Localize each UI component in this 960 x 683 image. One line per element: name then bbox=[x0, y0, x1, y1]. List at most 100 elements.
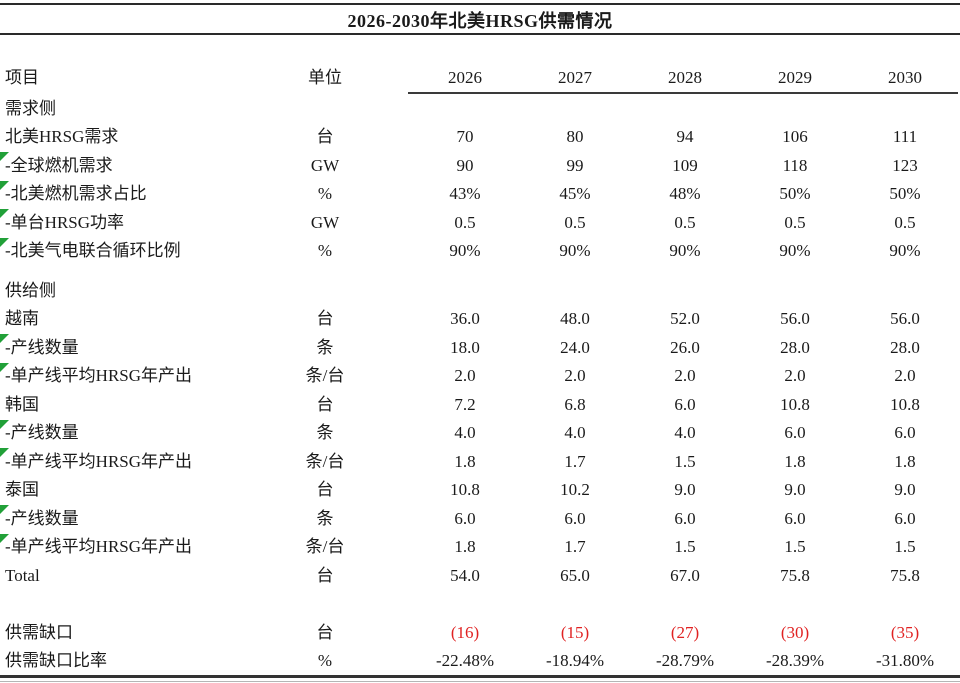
cell-value-2029: 6.0 bbox=[784, 508, 806, 528]
row-unit: GW bbox=[310, 155, 340, 175]
cell-value-2029: 10.8 bbox=[780, 394, 810, 414]
row-label: 韩国 bbox=[5, 394, 39, 414]
cell-value-2026: -22.48% bbox=[435, 651, 495, 671]
row-label: 泰国 bbox=[5, 480, 39, 500]
cell-value-2029: 6.0 bbox=[784, 423, 806, 443]
year-columns-underline-rule bbox=[408, 92, 958, 94]
row-unit: 台 bbox=[316, 127, 334, 147]
col-header-year-2028: 2028 bbox=[668, 67, 702, 87]
bottom-rule bbox=[0, 675, 960, 678]
cell-value-2027: (15) bbox=[560, 622, 590, 642]
cell-value-2027: 48.0 bbox=[560, 309, 590, 329]
cell-value-2026: 1.8 bbox=[454, 451, 476, 471]
excel-flag-icon bbox=[0, 334, 9, 343]
cell-value-2030: (35) bbox=[890, 622, 920, 642]
table-row: 越南 台 36.0 48.0 52.0 56.0 56.0 bbox=[0, 305, 960, 334]
excel-flag-icon bbox=[0, 180, 9, 190]
cell-value-2027: 45% bbox=[559, 184, 591, 204]
cell-value-2028: 0.5 bbox=[674, 212, 696, 232]
cell-value-2027: 1.7 bbox=[564, 451, 586, 471]
cell-value-2027: 0.5 bbox=[564, 212, 586, 232]
col-header-item: 项目 bbox=[5, 67, 39, 87]
excel-flag-icon bbox=[0, 152, 9, 161]
cell-value-2030: 10.8 bbox=[890, 394, 920, 414]
row-label: 供需缺口 bbox=[5, 622, 73, 642]
cell-value-2029: 50% bbox=[779, 184, 811, 204]
row-label-cell: -单产线平均HRSG年产出 bbox=[0, 362, 290, 386]
row-label: -全球燃机需求 bbox=[5, 155, 113, 175]
row-unit: 条 bbox=[316, 508, 334, 528]
cell-value-2026: 10.8 bbox=[450, 480, 480, 500]
blank-row bbox=[0, 265, 960, 276]
cell-value-2027: -18.94% bbox=[545, 651, 605, 671]
row-unit: % bbox=[317, 651, 333, 671]
cell-value-2027: 6.8 bbox=[564, 394, 586, 414]
row-label: 需求侧 bbox=[5, 98, 56, 118]
cell-value-2028: 109 bbox=[672, 155, 698, 175]
cell-value-2028: (27) bbox=[670, 622, 700, 642]
row-label-cell: 供给侧 bbox=[0, 282, 290, 299]
row-unit: 台 bbox=[316, 565, 334, 585]
cell-value-2030: 111 bbox=[892, 127, 918, 147]
top-rule bbox=[0, 3, 960, 5]
col-header-year-2029: 2029 bbox=[778, 67, 812, 87]
row-label-cell: 泰国 bbox=[0, 481, 290, 498]
cell-value-2028: 1.5 bbox=[674, 537, 696, 557]
table-row: -产线数量 条 6.0 6.0 6.0 6.0 6.0 bbox=[0, 504, 960, 533]
cell-value-2028: 9.0 bbox=[674, 480, 696, 500]
row-label: -产线数量 bbox=[5, 337, 79, 357]
row-unit: 条/台 bbox=[305, 366, 345, 386]
row-unit: 台 bbox=[316, 480, 334, 500]
cell-value-2026: 1.8 bbox=[454, 537, 476, 557]
cell-value-2028: 67.0 bbox=[670, 565, 700, 585]
row-unit: 台 bbox=[316, 394, 334, 414]
excel-flag-icon bbox=[0, 209, 9, 218]
table-row: 泰国 台 10.8 10.2 9.0 9.0 9.0 bbox=[0, 476, 960, 505]
cell-value-2027: 80 bbox=[566, 127, 584, 147]
cell-value-2029: 2.0 bbox=[784, 366, 806, 386]
row-unit: % bbox=[317, 241, 333, 261]
cell-value-2026: 2.0 bbox=[454, 366, 476, 386]
row-label-cell: 需求侧 bbox=[0, 100, 290, 117]
excel-flag-icon bbox=[0, 505, 9, 514]
table-row: -单产线平均HRSG年产出 条/台 2.0 2.0 2.0 2.0 2.0 bbox=[0, 362, 960, 391]
cell-value-2029: -28.39% bbox=[765, 651, 825, 671]
cell-value-2028: 1.5 bbox=[674, 451, 696, 471]
table-row: -北美气电联合循环比例 % 90% 90% 90% 90% 90% bbox=[0, 237, 960, 266]
row-label-cell: -全球燃机需求 bbox=[0, 152, 290, 175]
title-underline-rule bbox=[0, 33, 960, 35]
cell-value-2028: 2.0 bbox=[674, 366, 696, 386]
row-label-cell: -产线数量 bbox=[0, 505, 290, 528]
cell-value-2027: 10.2 bbox=[560, 480, 590, 500]
cell-value-2028: 26.0 bbox=[670, 337, 700, 357]
blank-row bbox=[0, 590, 960, 619]
table-row: -全球燃机需求 GW 90 99 109 118 123 bbox=[0, 151, 960, 180]
cell-value-2026: 70 bbox=[456, 127, 474, 147]
table-row: Total 台 54.0 65.0 67.0 75.8 75.8 bbox=[0, 561, 960, 590]
table-row: 供需缺口 台 (16) (15) (27) (30) (35) bbox=[0, 618, 960, 647]
row-label-cell: 北美HRSG需求 bbox=[0, 128, 290, 145]
cell-value-2027: 4.0 bbox=[564, 423, 586, 443]
excel-flag-icon bbox=[0, 237, 9, 247]
cell-value-2026: 4.0 bbox=[454, 423, 476, 443]
cell-value-2030: 56.0 bbox=[890, 309, 920, 329]
row-label: -产线数量 bbox=[5, 508, 79, 528]
cell-value-2028: -28.79% bbox=[655, 651, 715, 671]
table-header-row: 项目 单位 2026 2027 2028 2029 2030 bbox=[0, 62, 960, 92]
row-label-cell: -单产线平均HRSG年产出 bbox=[0, 533, 290, 555]
col-header-year-2026: 2026 bbox=[448, 67, 482, 87]
cell-value-2026: 18.0 bbox=[450, 337, 480, 357]
row-label: 供给侧 bbox=[5, 280, 56, 300]
cell-value-2030: -31.80% bbox=[875, 651, 935, 671]
cell-value-2029: 75.8 bbox=[780, 565, 810, 585]
excel-flag-icon bbox=[0, 448, 9, 457]
row-label: 北美HRSG需求 bbox=[5, 127, 119, 147]
cell-value-2026: 54.0 bbox=[450, 565, 480, 585]
row-label: -单产线平均HRSG年产出 bbox=[5, 366, 193, 386]
excel-flag-icon bbox=[0, 362, 9, 372]
cell-value-2027: 99 bbox=[566, 155, 584, 175]
table-row: -单产线平均HRSG年产出 条/台 1.8 1.7 1.5 1.8 1.8 bbox=[0, 447, 960, 476]
cell-value-2026: 90% bbox=[449, 241, 481, 261]
cell-value-2027: 2.0 bbox=[564, 366, 586, 386]
row-unit: 条/台 bbox=[305, 537, 345, 557]
